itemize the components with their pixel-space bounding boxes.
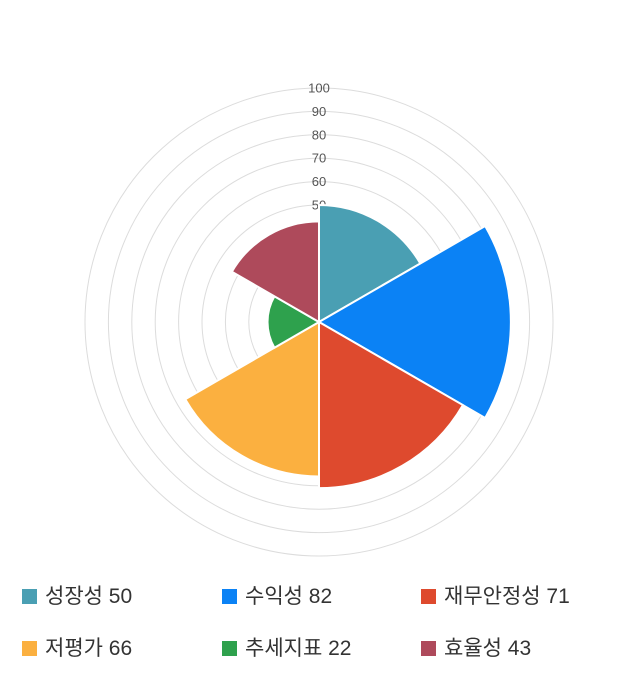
svg-text:90: 90 <box>312 104 326 119</box>
svg-text:100: 100 <box>308 81 330 96</box>
svg-text:80: 80 <box>312 127 326 142</box>
svg-text:60: 60 <box>312 174 326 189</box>
svg-text:70: 70 <box>312 151 326 166</box>
